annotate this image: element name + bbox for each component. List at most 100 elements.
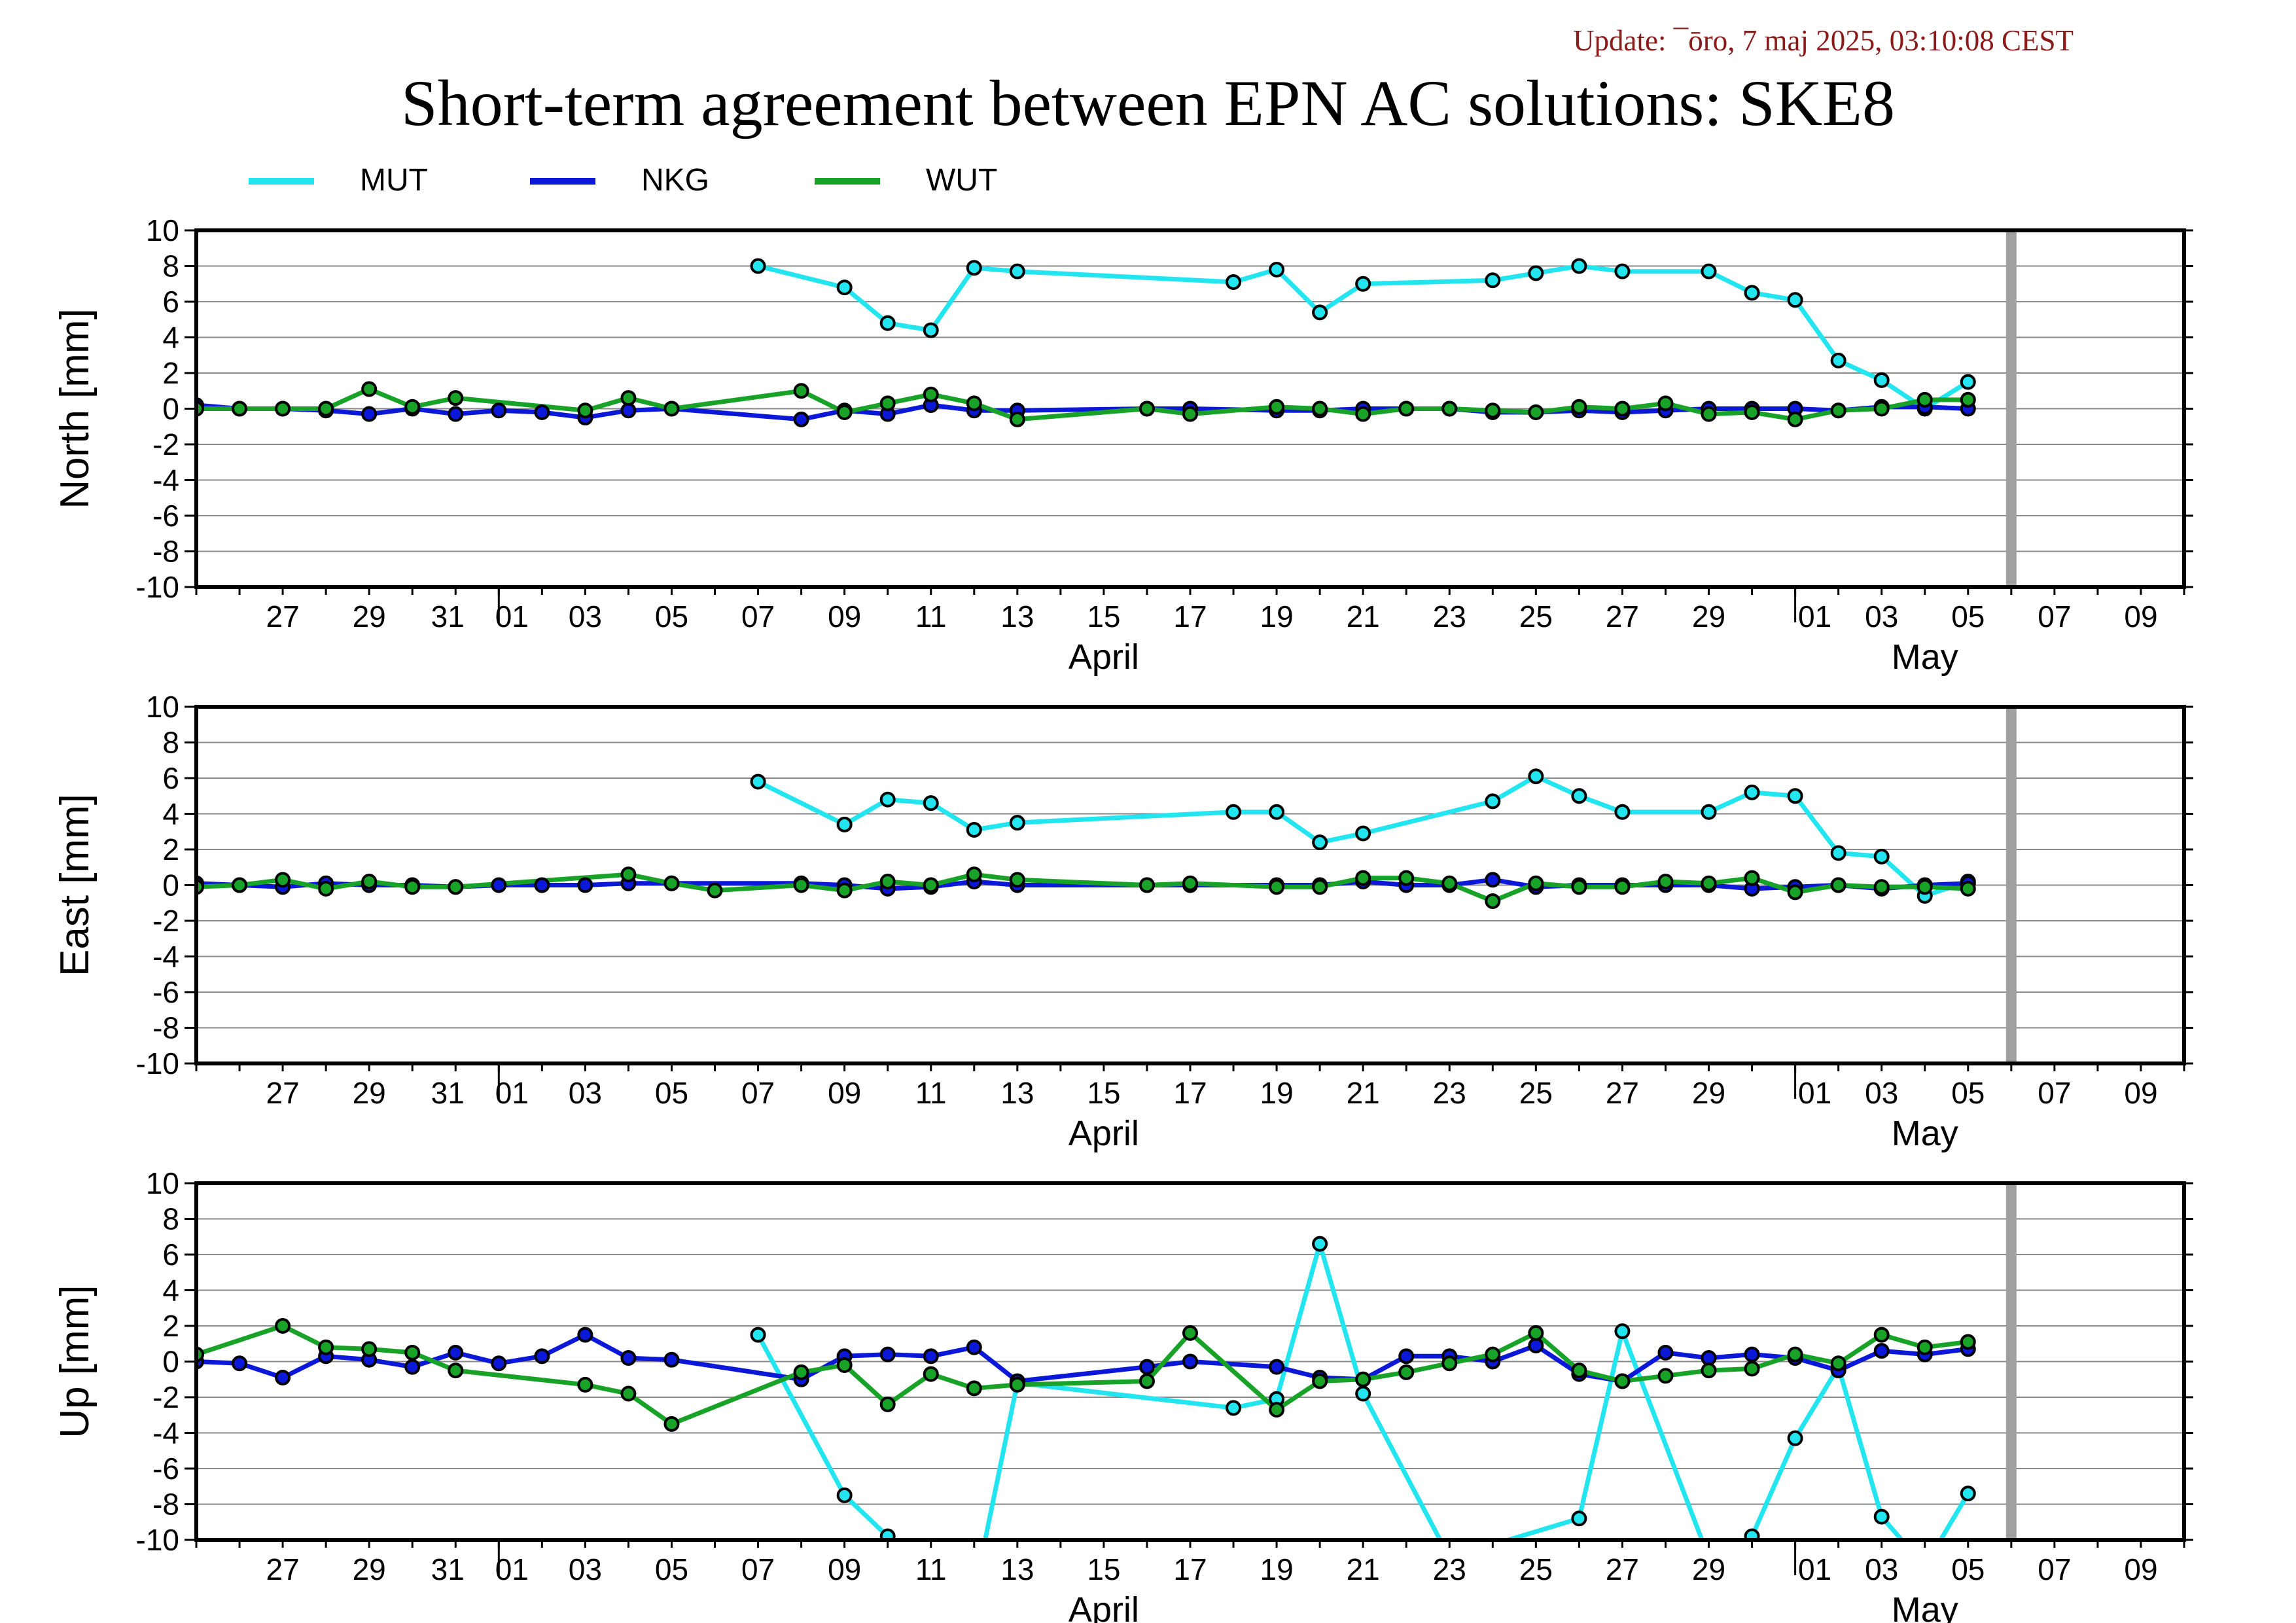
x-tick-label: 07 (2038, 1552, 2071, 1586)
data-point-mut (1787, 788, 1803, 804)
data-point-wut (1009, 1376, 1025, 1393)
y-tick-label: -10 (136, 1046, 179, 1080)
data-point-wut (1916, 391, 1933, 408)
data-point-nkg (275, 1370, 291, 1386)
y-tick-label: 6 (162, 1238, 179, 1272)
data-point-mut (1009, 263, 1025, 279)
x-month-label: May (1892, 1590, 1958, 1623)
x-tick-label: 31 (431, 599, 465, 633)
legend-swatch-nkg (530, 178, 595, 185)
y-tick-label: -4 (152, 1416, 179, 1450)
x-tick-label: 23 (1433, 1076, 1466, 1110)
data-point-mut (923, 795, 939, 812)
data-point-nkg (1701, 1350, 1717, 1366)
y-tick-label: 0 (162, 392, 179, 426)
data-point-mut (1744, 784, 1760, 800)
x-tick-label: 05 (1951, 1076, 1985, 1110)
x-tick-label: 05 (1951, 1552, 1985, 1586)
x-tick-label: 23 (1433, 1552, 1466, 1586)
data-point-wut (966, 1380, 982, 1397)
data-point-wut (275, 872, 291, 888)
y-tick-label: -8 (152, 1011, 179, 1045)
data-point-nkg (534, 877, 550, 893)
y-tick-label: -2 (152, 1380, 179, 1414)
y-tick-label: 8 (162, 1202, 179, 1236)
data-point-mut (1830, 845, 1846, 861)
data-point-mut (750, 1327, 766, 1343)
x-tick-label: 29 (1692, 1076, 1725, 1110)
data-point-nkg (577, 1327, 593, 1343)
data-point-wut (1701, 1363, 1717, 1379)
data-point-wut (923, 1366, 939, 1382)
x-tick-label: 13 (1000, 1552, 1034, 1586)
data-point-mut (1571, 258, 1587, 274)
data-point-nkg (620, 1350, 637, 1366)
update-timestamp: Update: ¯ōro, 7 maj 2025, 03:10:08 CEST (1573, 24, 2074, 57)
data-point-mut (1226, 274, 1242, 291)
data-point-wut (1571, 399, 1587, 415)
y-tick-label: 8 (162, 249, 179, 283)
data-point-wut (1614, 879, 1631, 895)
x-tick-label: 17 (1173, 599, 1207, 633)
data-point-wut (361, 874, 378, 890)
data-point-wut (275, 401, 291, 417)
x-month-label: April (1069, 1590, 1139, 1623)
data-point-wut (707, 882, 723, 899)
x-tick-label: 19 (1260, 1552, 1294, 1586)
data-point-mut (1355, 1385, 1371, 1402)
data-point-wut (793, 1364, 809, 1380)
data-point-wut (1355, 870, 1371, 886)
data-point-wut (577, 402, 593, 419)
x-tick-label: 01 (495, 599, 529, 633)
data-point-wut (1398, 401, 1415, 417)
series-group (196, 1236, 1976, 1540)
x-tick-label: 09 (828, 1076, 861, 1110)
data-point-mut (1701, 263, 1717, 279)
x-tick-label: 03 (569, 1076, 602, 1110)
data-point-wut (318, 880, 334, 897)
data-point-wut (620, 1385, 637, 1402)
data-point-wut (1182, 1325, 1198, 1341)
data-point-wut (923, 386, 939, 402)
x-tick-label: 09 (828, 599, 861, 633)
data-point-wut (1916, 1339, 1933, 1355)
y-tick-label: 4 (162, 321, 179, 355)
data-point-wut (1787, 884, 1803, 901)
data-point-mut (1960, 1486, 1976, 1502)
data-point-wut (879, 874, 896, 890)
data-point-mut (1614, 263, 1631, 279)
data-point-wut (1571, 879, 1587, 895)
data-point-mut (966, 260, 982, 276)
y-tick-label: -4 (152, 940, 179, 974)
data-point-wut (1528, 1325, 1544, 1341)
x-tick-label: 09 (828, 1552, 861, 1586)
data-point-nkg (534, 404, 550, 420)
data-point-mut (1830, 352, 1846, 368)
data-point-wut (318, 401, 334, 417)
x-tick-label: 07 (741, 599, 775, 633)
data-point-nkg (923, 1348, 939, 1364)
x-tick-label: 25 (1519, 1076, 1553, 1110)
x-tick-label: 05 (655, 599, 688, 633)
y-tick-label: 0 (162, 868, 179, 902)
data-point-wut (1009, 411, 1025, 427)
data-point-wut (1355, 1371, 1371, 1387)
y-tick-label: -6 (152, 499, 179, 533)
y-axis-label: North [mm] (52, 308, 97, 509)
data-point-mut (1528, 768, 1544, 785)
data-point-wut (1312, 879, 1328, 895)
data-point-wut (232, 401, 248, 417)
data-point-wut (1657, 874, 1674, 890)
data-point-wut (1873, 1327, 1890, 1343)
data-point-wut (361, 1341, 378, 1357)
data-point-wut (1614, 1373, 1631, 1389)
data-point-mut (879, 791, 896, 808)
data-point-wut (1528, 404, 1544, 420)
data-point-wut (1960, 391, 1976, 408)
data-point-wut (1960, 1334, 1976, 1350)
data-point-wut (1009, 872, 1025, 888)
data-point-wut (966, 866, 982, 883)
x-tick-label: 11 (915, 1076, 947, 1110)
data-point-nkg (448, 406, 464, 422)
